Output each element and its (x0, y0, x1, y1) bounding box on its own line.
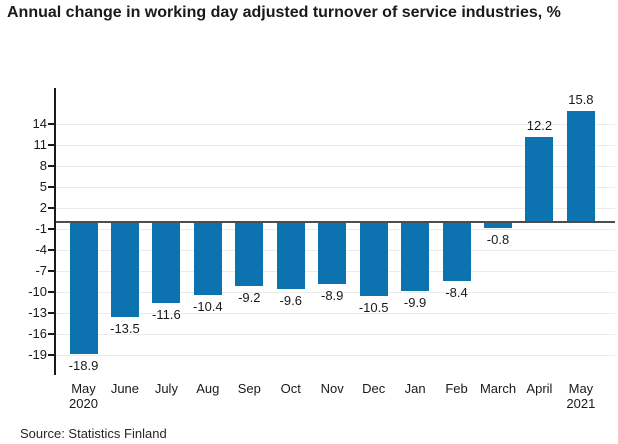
gridline (55, 313, 615, 314)
bar (318, 222, 347, 285)
gridline (55, 208, 615, 209)
bar-value-label: -10.4 (193, 298, 223, 314)
bar-value-label: -0.8 (486, 231, 510, 247)
bar (193, 222, 222, 295)
x-tick-label: March (479, 381, 517, 396)
gridline (55, 292, 615, 293)
y-tick-label: -1 (35, 221, 47, 236)
bar (442, 222, 471, 281)
x-tick-label: Oct (280, 381, 301, 396)
bar (152, 222, 181, 304)
bar (110, 222, 139, 317)
y-tick-label: 14 (32, 116, 47, 131)
x-tick-label: May 2020 (69, 381, 98, 411)
y-tick-label: -4 (35, 242, 47, 257)
bar (276, 222, 305, 290)
x-tick-label: June (110, 381, 140, 396)
bar-value-label: -11.6 (152, 307, 181, 323)
x-tick-label: July (154, 381, 178, 396)
x-tick-label: Aug (196, 381, 220, 396)
gridline (55, 334, 615, 335)
gridline (55, 355, 615, 356)
gridline (55, 187, 615, 188)
y-tick-label: 5 (39, 179, 47, 194)
y-tick-label: 11 (33, 137, 48, 152)
bar (359, 222, 388, 296)
y-tick-label: -10 (28, 284, 47, 299)
bar-value-label: -8.4 (445, 284, 468, 300)
y-tick-mark (48, 354, 55, 356)
bar-value-label: -10.5 (358, 299, 389, 315)
y-tick-mark (48, 123, 55, 125)
y-tick-label: 8 (39, 158, 47, 173)
bar (484, 222, 512, 228)
y-tick-label: 2 (39, 200, 47, 215)
x-tick-label: Feb (445, 381, 468, 396)
y-tick-mark (48, 165, 55, 167)
bar-value-label: -13.5 (110, 320, 140, 336)
bar-value-label: -18.9 (68, 358, 99, 374)
y-tick-mark (48, 333, 55, 335)
x-tick-label: April (526, 381, 553, 396)
x-tick-label: May 2021 (566, 381, 596, 411)
bar (401, 222, 430, 292)
x-tick-label: Dec (362, 381, 386, 396)
bar-value-label: -8.9 (320, 288, 344, 304)
y-tick-label: -7 (35, 263, 47, 278)
x-tick-label: Sep (237, 381, 261, 396)
bar-value-label: -9.2 (238, 290, 261, 306)
bar-value-label: 12.2 (526, 117, 553, 133)
y-tick-mark (48, 291, 55, 293)
bar (525, 136, 554, 222)
zero-line (55, 221, 615, 223)
y-axis-line (54, 88, 56, 375)
x-tick-label: Nov (320, 381, 344, 396)
gridline (55, 145, 615, 146)
y-tick-label: -19 (28, 347, 47, 362)
y-tick-label: -16 (28, 326, 47, 341)
y-tick-mark (48, 207, 55, 209)
bar (235, 222, 264, 287)
y-tick-mark (48, 144, 55, 146)
bar (566, 111, 595, 222)
y-tick-mark (48, 186, 55, 188)
bar (69, 222, 98, 355)
gridline (55, 166, 615, 167)
chart-title: Annual change in working day adjusted tu… (7, 4, 561, 21)
gridline (55, 124, 615, 125)
y-tick-label: -13 (28, 305, 47, 320)
bar-value-label: -9.6 (279, 293, 302, 309)
bar-value-label: -9.9 (403, 295, 427, 311)
x-tick-label: Jan (404, 381, 426, 396)
y-tick-mark (48, 249, 55, 251)
source-caption: Source: Statistics Finland (20, 426, 167, 441)
y-tick-mark (48, 312, 55, 314)
bar-value-label: 15.8 (568, 92, 594, 108)
y-tick-mark (48, 270, 55, 272)
y-tick-mark (48, 228, 55, 230)
